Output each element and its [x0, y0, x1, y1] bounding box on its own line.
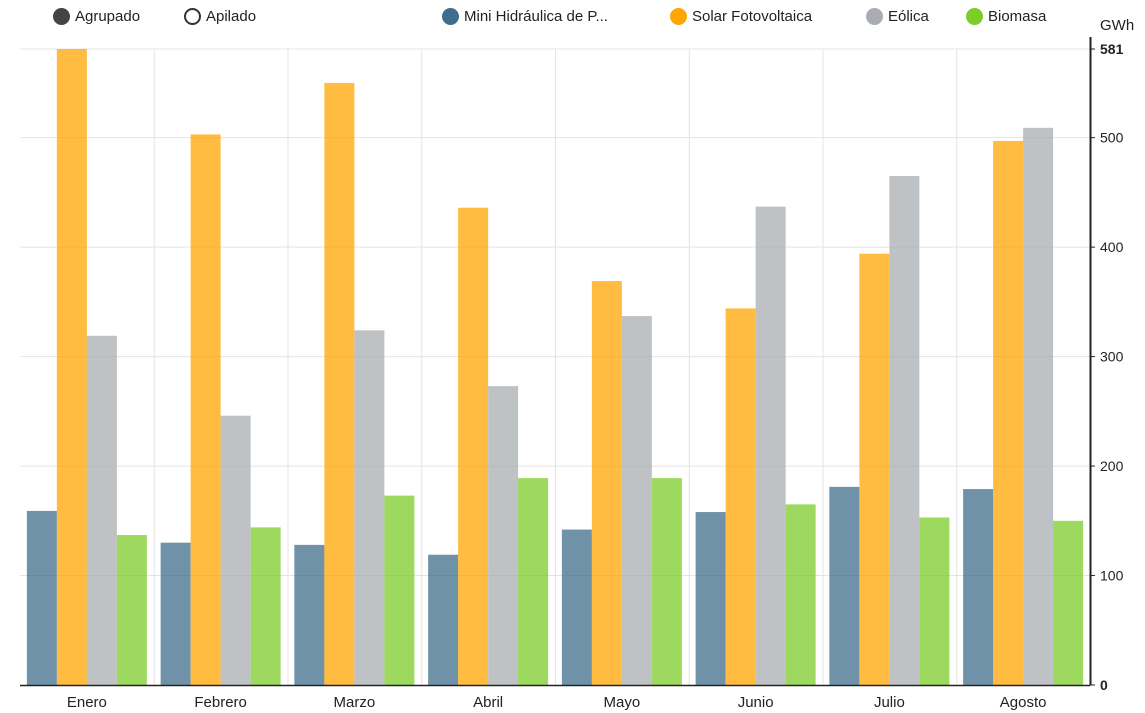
bar-3-febrero: [220, 415, 251, 685]
legend-label: Biomasa: [988, 8, 1047, 25]
bar-1-julio: [829, 486, 860, 685]
y-tick-label: 500: [1100, 130, 1124, 146]
legend-label: Solar Fotovoltaica: [692, 8, 813, 25]
bar-2-julio: [859, 253, 890, 685]
grouped-radio[interactable]: Agrupado: [53, 8, 140, 25]
bar-1-agosto: [963, 489, 994, 685]
bar-3-marzo: [354, 330, 385, 685]
y-tick-label: 0: [1100, 677, 1108, 693]
bar-1-abril: [428, 554, 459, 685]
bar-4-febrero: [250, 527, 281, 685]
stacked-radio[interactable]: Apilado: [184, 8, 256, 25]
legend-item-eolica[interactable]: Eólica: [866, 8, 929, 25]
x-tick-label: Junio: [738, 694, 774, 711]
bar-2-febrero: [190, 134, 221, 686]
bar-2-marzo: [324, 82, 355, 686]
legend-swatch-icon: [442, 8, 459, 25]
legend-item-biomasa[interactable]: Biomasa: [966, 8, 1046, 25]
bar-3-enero: [86, 335, 117, 685]
bar-4-enero: [116, 535, 147, 685]
bar-2-mayo: [591, 281, 622, 685]
bar-1-febrero: [160, 542, 191, 685]
bar-2-abril: [458, 207, 489, 686]
y-tick-label: 581: [1100, 41, 1124, 57]
legend-item-solar[interactable]: Solar Fotovoltaica: [670, 8, 812, 25]
bar-4-junio: [785, 504, 816, 685]
bar-2-agosto: [993, 140, 1024, 686]
y-tick-label: 300: [1100, 349, 1124, 365]
bar-4-agosto: [1053, 520, 1084, 685]
bar-1-marzo: [294, 544, 325, 685]
bar-3-junio: [755, 206, 786, 686]
bar-1-mayo: [561, 529, 592, 685]
legend-swatch-icon: [966, 8, 983, 25]
x-tick-label: Marzo: [334, 694, 376, 711]
legend-swatch-icon: [670, 8, 687, 25]
radio-selected-icon: [53, 8, 70, 25]
legend-label: Eólica: [888, 8, 929, 25]
y-tick-label: 100: [1100, 568, 1124, 584]
bar-2-junio: [725, 308, 756, 685]
stacked-label: Apilado: [206, 8, 257, 25]
x-tick-label: Agosto: [1000, 694, 1047, 711]
x-tick-label: Mayo: [604, 694, 641, 711]
bar-3-julio: [889, 175, 920, 685]
bar-3-mayo: [621, 316, 652, 685]
legend-item-mini-hidraulica[interactable]: Mini Hidráulica de P...: [442, 8, 608, 25]
x-tick-label: Febrero: [194, 694, 247, 711]
bar-3-agosto: [1023, 127, 1054, 685]
radio-unselected-icon: [184, 8, 201, 25]
y-axis-unit: GWh: [1100, 17, 1135, 34]
bar-4-marzo: [384, 495, 415, 685]
bar-4-julio: [919, 517, 950, 685]
bar-4-abril: [518, 478, 549, 685]
legend-label: Mini Hidráulica de P...: [464, 8, 608, 25]
x-tick-label: Enero: [67, 694, 107, 711]
bar-1-junio: [695, 512, 726, 685]
bar-3-abril: [488, 386, 519, 685]
x-tick-label: Abril: [473, 694, 503, 711]
bar-4-mayo: [651, 478, 682, 685]
grouped-label: Agrupado: [75, 8, 141, 25]
bar-1-enero: [26, 510, 57, 685]
y-tick-label: 400: [1100, 239, 1124, 255]
y-tick-label: 200: [1100, 458, 1124, 474]
legend-swatch-icon: [866, 8, 883, 25]
x-tick-label: Julio: [874, 694, 905, 711]
bar-2-enero: [56, 49, 87, 685]
